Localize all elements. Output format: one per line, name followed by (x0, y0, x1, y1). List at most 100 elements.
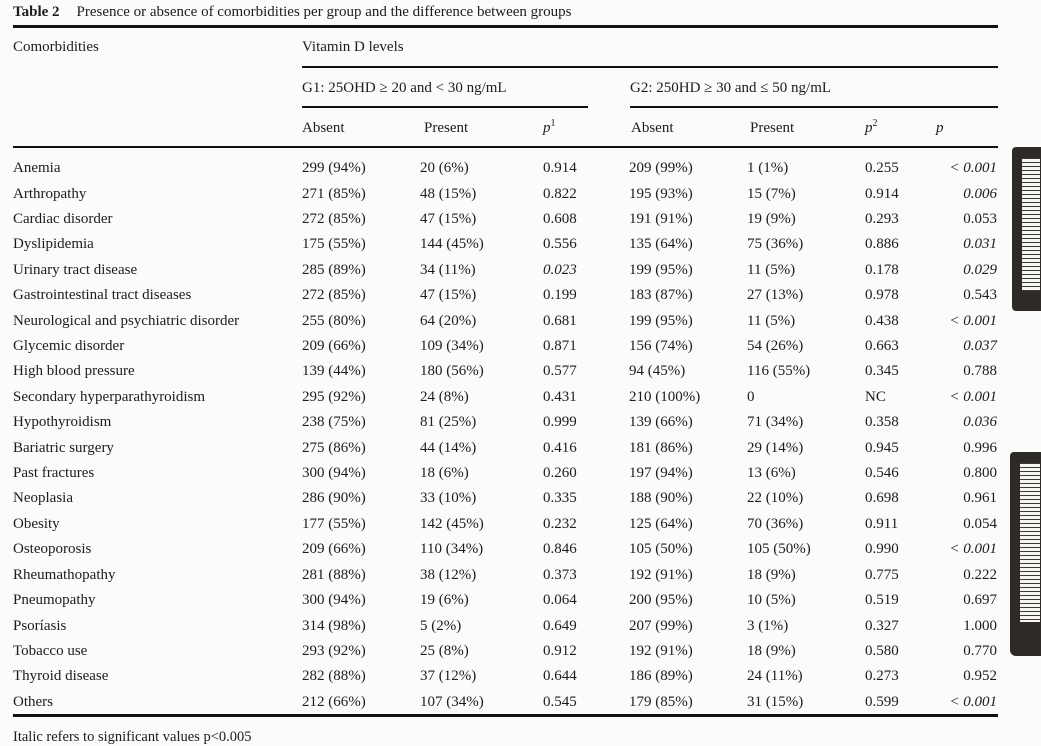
g2-absent-cell: 105 (50%) (629, 541, 693, 558)
g1-header: G1: 25OHD ≥ 20 and < 30 ng/mL (302, 80, 507, 96)
table-row: Arthropathy 271 (85%) 48 (15%) 0.822 195… (13, 181, 997, 206)
comorbidity-name-cell: Urinary tract disease (13, 261, 138, 278)
g2-present-cell: 22 (10%) (747, 490, 804, 507)
comorbidity-name-cell: Psoríasis (13, 617, 67, 634)
comorbidity-name-cell: Arthropathy (13, 185, 87, 202)
g1-absent-cell: 295 (92%) (302, 388, 366, 405)
rule-under-g2 (630, 106, 998, 108)
table-row: Psoríasis 314 (98%) 5 (2%) 0.649 207 (99… (13, 613, 997, 638)
g1-p-value-cell: 0.577 (543, 363, 577, 380)
overall-p-value-cell: < 0.001 (949, 693, 997, 710)
col-header-g2-present: Present (750, 120, 795, 136)
col-header-g2-absent: Absent (631, 120, 674, 136)
table-row: Hypothyroidism 238 (75%) 81 (25%) 0.999 … (13, 410, 997, 435)
comorbidity-name-cell: Gastrointestinal tract diseases (13, 287, 192, 304)
overall-p-value-cell: 1.000 (963, 617, 997, 634)
g2-absent-cell: 200 (95%) (629, 592, 693, 609)
g1-present-cell: 19 (6%) (420, 592, 469, 609)
p1-superscript: 1 (550, 118, 556, 129)
g2-absent-cell: 199 (95%) (629, 261, 693, 278)
g2-absent-cell: 183 (87%) (629, 287, 693, 304)
comorbidity-name-cell: Thyroid disease (13, 668, 109, 685)
g1-p-value-cell: 0.644 (543, 668, 577, 685)
g1-present-cell: 24 (8%) (420, 388, 469, 405)
g1-p-value-cell: 0.871 (543, 338, 577, 355)
g2-present-cell: 24 (11%) (747, 668, 803, 685)
g1-absent-cell: 212 (66%) (302, 693, 366, 710)
comorbidity-name-cell: High blood pressure (13, 363, 135, 380)
g2-present-cell: 10 (5%) (747, 592, 796, 609)
g1-absent-cell: 175 (55%) (302, 236, 366, 253)
g1-p-value-cell: 0.373 (543, 566, 577, 583)
g2-p-value-cell: 0.911 (865, 515, 899, 532)
g1-present-cell: 144 (45%) (420, 236, 484, 253)
g2-p-value-cell: 0.775 (865, 566, 899, 583)
g1-present-cell: 20 (6%) (420, 160, 469, 177)
g2-header: G2: 250HD ≥ 30 and ≤ 50 ng/mL (630, 80, 832, 96)
overall-p-value-cell: 0.222 (963, 566, 997, 583)
g2-present-cell: 27 (13%) (747, 287, 804, 304)
comorbidity-name-cell: Dyslipidemia (13, 236, 94, 253)
g1-absent-cell: 293 (92%) (302, 642, 366, 659)
page-thumbnail (1010, 452, 1041, 656)
p-overall-symbol: p (936, 120, 944, 136)
g2-absent-cell: 179 (85%) (629, 693, 693, 710)
g1-present-cell: 64 (20%) (420, 312, 477, 329)
comorbidity-name-cell: Bariatric surgery (13, 439, 114, 456)
rule-bottom (13, 714, 998, 717)
g2-present-cell: 18 (9%) (747, 566, 796, 583)
col-header-p-overall: p (936, 120, 944, 137)
table-row: Gastrointestinal tract diseases 272 (85%… (13, 283, 997, 308)
g1-present-cell: 37 (12%) (420, 668, 477, 685)
overall-p-value-cell: < 0.001 (949, 388, 997, 405)
table-row: Secondary hyperparathyroidism 295 (92%) … (13, 385, 997, 410)
g1-p-value-cell: 0.608 (543, 211, 577, 228)
g2-p-value-cell: 0.438 (865, 312, 899, 329)
overall-p-value-cell: 0.006 (963, 185, 997, 202)
rule-under-column-headers (13, 145, 998, 148)
g1-present-cell: 34 (11%) (420, 261, 476, 278)
overall-p-value-cell: 0.036 (963, 414, 997, 431)
g1-present-cell: 47 (15%) (420, 287, 477, 304)
g2-present-cell: 1 (1%) (747, 160, 789, 177)
g1-present-cell: 81 (25%) (420, 414, 477, 431)
g2-p-value-cell: 0.273 (865, 668, 899, 685)
g1-absent-cell: 139 (44%) (302, 363, 366, 380)
g2-absent-cell: 139 (66%) (629, 414, 693, 431)
overall-p-value-cell: 0.543 (963, 287, 997, 304)
table-row: Anemia 299 (94%) 20 (6%) 0.914 209 (99%)… (13, 156, 997, 181)
g1-absent-cell: 272 (85%) (302, 287, 366, 304)
g1-present-cell: 109 (34%) (420, 338, 484, 355)
table-row: Past fractures 300 (94%) 18 (6%) 0.260 1… (13, 461, 997, 486)
overall-p-value-cell: 0.054 (963, 515, 997, 532)
g1-absent-cell: 286 (90%) (302, 490, 366, 507)
g1-absent-cell: 209 (66%) (302, 338, 366, 355)
overall-p-value-cell: 0.770 (963, 642, 997, 659)
g1-p-value-cell: 0.545 (543, 693, 577, 710)
g2-p-value-cell: 0.255 (865, 160, 899, 177)
comorbidity-name-cell: Secondary hyperparathyroidism (13, 388, 206, 405)
overall-p-value-cell: 0.029 (963, 261, 997, 278)
g2-p-value-cell: 0.345 (865, 363, 899, 380)
g1-absent-cell: 300 (94%) (302, 592, 366, 609)
col-header-g1-present: Present (424, 120, 469, 136)
g2-absent-cell: 181 (86%) (629, 439, 693, 456)
overall-p-value-cell: 0.952 (963, 668, 997, 685)
g2-present-cell: 18 (9%) (747, 642, 796, 659)
g1-p-value-cell: 0.232 (543, 515, 577, 532)
page-thumbnail-content (1021, 154, 1041, 297)
rule-under-g1 (302, 106, 588, 108)
g2-p-value-cell: 0.358 (865, 414, 899, 431)
table-row: Thyroid disease 282 (88%) 37 (12%) 0.644… (13, 664, 997, 689)
g1-present-cell: 44 (14%) (420, 439, 477, 456)
g1-present-cell: 25 (8%) (420, 642, 469, 659)
table-caption: Table 2 Presence or absence of comorbidi… (13, 4, 572, 21)
g2-present-cell: 54 (26%) (747, 338, 804, 355)
g1-present-cell: 33 (10%) (420, 490, 477, 507)
col-header-p2: p2 (865, 119, 878, 137)
g1-p-value-cell: 0.649 (543, 617, 577, 634)
g1-absent-cell: 282 (88%) (302, 668, 366, 685)
g2-absent-cell: 210 (100%) (629, 388, 701, 405)
g2-present-cell: 3 (1%) (747, 617, 789, 634)
g1-absent-cell: 177 (55%) (302, 515, 366, 532)
